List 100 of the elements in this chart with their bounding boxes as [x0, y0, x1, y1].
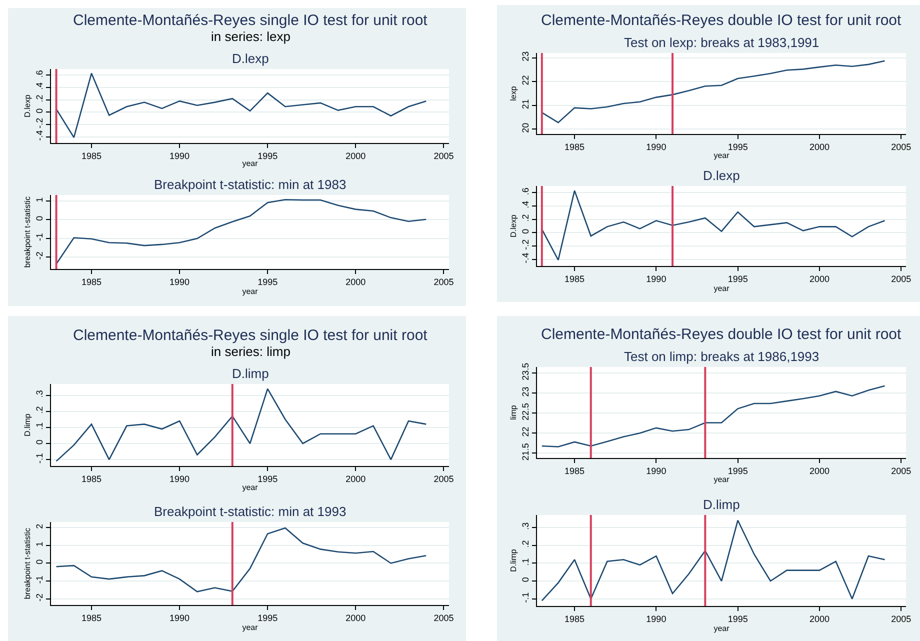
y-tick-label: 22	[520, 426, 530, 437]
x-tick-label: 1990	[170, 150, 190, 161]
x-tick-label: 1995	[258, 612, 278, 623]
x-tick-label: 2005	[434, 474, 454, 484]
x-tick-label: 2005	[891, 142, 912, 152]
text: Clemente-Montañés-Reyes double IO test for unit root	[541, 12, 902, 29]
y-tick-label: -2	[34, 593, 44, 602]
y-tick-label: .6	[520, 188, 530, 196]
x-axis-title: year	[242, 159, 258, 168]
y-tick-label: .1	[520, 558, 530, 566]
y-tick-label: 1	[34, 542, 44, 547]
x-tick-label: 1985	[564, 614, 585, 624]
y-tick-label: 22.5	[520, 402, 530, 421]
x-axis-title: year	[242, 286, 258, 296]
y-tick-label: .1	[34, 422, 44, 430]
y-tick-label: 21	[520, 99, 530, 110]
y-tick-label: 0	[520, 577, 530, 582]
line-series	[56, 388, 427, 462]
x-tick-label: 1985	[81, 474, 102, 484]
y-tick-label: 0	[34, 108, 44, 114]
line-series	[541, 520, 886, 602]
y-tick-label: 23.5	[520, 362, 530, 380]
x-axis-title: year	[242, 622, 258, 632]
x-tick-label: 1985	[564, 466, 585, 476]
x-tick-label: 2000	[346, 612, 366, 623]
text: in series: lexp	[211, 29, 290, 44]
y-tick-label: 0	[34, 559, 44, 564]
x-axis-title: year	[714, 284, 730, 293]
line-series	[541, 60, 886, 124]
x-tick-label: 1990	[646, 274, 666, 284]
y-tick-label: -.2	[520, 239, 530, 250]
y-axis-title: D.limp	[23, 413, 32, 436]
y-tick-label: 23	[520, 51, 530, 62]
x-tick-label: 1985	[564, 274, 585, 284]
y-tick-label: 22	[520, 75, 530, 86]
x-tick-label: 2000	[809, 614, 830, 624]
y-tick-label: 0	[34, 216, 44, 221]
y-tick-label: -1	[34, 576, 44, 584]
x-tick-label: 1995	[728, 274, 748, 284]
y-tick-label: .3	[520, 522, 530, 530]
x-tick-label: 2000	[809, 466, 830, 476]
x-tick-label: 1995	[258, 276, 278, 287]
y-tick-label: .4	[520, 200, 530, 208]
x-tick-label: 2000	[346, 276, 366, 287]
text: Clemente-Montañés-Reyes double IO test for unit root	[541, 326, 902, 343]
chart-title: Test on limp: breaks at 1986,1993	[624, 349, 820, 364]
x-tick-label: 1990	[646, 614, 666, 624]
line-series	[56, 527, 427, 592]
y-tick-label: .2	[520, 214, 530, 222]
x-tick-label: 2005	[891, 466, 912, 476]
x-tick-label: 1985	[81, 612, 102, 623]
text: Clemente-Montañés-Reyes single IO test for unit root	[73, 327, 428, 344]
y-tick-label: -.4	[520, 252, 530, 264]
chart-title: Breakpoint t-statistic: min at 1983	[154, 177, 346, 192]
x-tick-label: 2005	[434, 612, 454, 623]
y-tick-label: .2	[520, 540, 530, 548]
y-tick-label: -1	[34, 232, 44, 241]
x-tick-label: 1990	[170, 474, 190, 484]
y-tick-label: -2	[34, 252, 44, 260]
x-axis-title: year	[714, 624, 730, 633]
y-axis-title: limp	[509, 404, 518, 420]
y-tick-label: 0	[34, 440, 44, 445]
y-tick-label: .4	[34, 82, 44, 90]
x-tick-label: 2000	[346, 474, 366, 484]
x-tick-label: 2005	[434, 150, 454, 161]
text: Clemente-Montañés-Reyes single IO test for unit root	[73, 12, 428, 29]
y-tick-label: -.4	[34, 130, 44, 141]
y-tick-label: 1	[34, 197, 44, 202]
y-tick-label: 0	[520, 228, 530, 234]
y-tick-label: .2	[34, 406, 44, 414]
x-tick-label: 1990	[170, 612, 190, 623]
y-axis-title: breakpoint t-statistic	[23, 196, 32, 268]
y-axis-title: D.lexp	[509, 214, 518, 238]
y-axis-title: lexp	[509, 86, 518, 101]
y-tick-label: 2	[34, 524, 44, 529]
line-series	[56, 199, 427, 265]
y-tick-label: .2	[34, 94, 44, 102]
y-axis-title: breakpoint t-statistic	[23, 528, 32, 600]
x-tick-label: 1985	[81, 276, 102, 287]
x-tick-label: 2000	[809, 142, 830, 152]
y-tick-label: 23	[520, 386, 530, 397]
y-tick-label: .3	[34, 390, 44, 398]
x-tick-label: 1995	[728, 466, 748, 476]
x-tick-label: 1985	[81, 150, 102, 161]
x-axis-title: year	[714, 151, 730, 160]
y-tick-label: -.2	[34, 118, 44, 128]
line-series	[56, 72, 427, 138]
x-tick-label: 2000	[346, 150, 366, 161]
x-tick-label: 1990	[646, 466, 666, 476]
x-tick-label: 1995	[258, 150, 278, 161]
x-tick-label: 1990	[646, 142, 666, 152]
line-series	[541, 385, 886, 448]
x-tick-label: 2005	[891, 274, 912, 284]
x-axis-title: year	[242, 483, 258, 492]
x-tick-label: 2005	[434, 276, 454, 287]
chart-title: Breakpoint t-statistic: min at 1993	[154, 504, 346, 519]
chart-title: Test on lexp: breaks at 1983,1991	[624, 35, 820, 50]
x-tick-label: 1985	[564, 142, 585, 152]
y-tick-label: -.1	[34, 452, 44, 464]
x-tick-label: 2000	[809, 274, 830, 284]
